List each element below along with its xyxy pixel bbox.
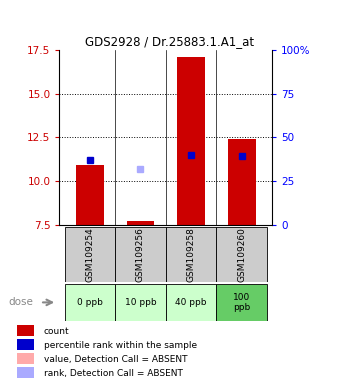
Text: count: count	[44, 327, 69, 336]
Text: 100
ppb: 100 ppb	[233, 293, 250, 312]
Text: 0 ppb: 0 ppb	[77, 298, 103, 307]
Bar	[65, 227, 115, 282]
Text: rank, Detection Call = ABSENT: rank, Detection Call = ABSENT	[44, 369, 183, 378]
Bar	[166, 284, 216, 321]
Text: 40 ppb: 40 ppb	[175, 298, 207, 307]
Bar	[65, 284, 115, 321]
Bar	[17, 367, 34, 378]
Bar	[76, 165, 104, 225]
Bar	[17, 353, 34, 364]
Bar	[126, 221, 154, 225]
Bar	[166, 227, 216, 282]
Bar	[115, 227, 166, 282]
Bar	[216, 227, 267, 282]
Bar	[216, 284, 267, 321]
Text: value, Detection Call = ABSENT: value, Detection Call = ABSENT	[44, 355, 187, 364]
Text: 10 ppb: 10 ppb	[125, 298, 156, 307]
Text: GSM109258: GSM109258	[187, 227, 196, 282]
Text: GSM109256: GSM109256	[136, 227, 145, 282]
Bar	[228, 139, 256, 225]
Bar	[115, 284, 166, 321]
Text: dose: dose	[8, 297, 33, 308]
Bar	[177, 57, 205, 225]
Bar	[17, 325, 34, 336]
Bar	[17, 339, 34, 350]
Text: GSM109254: GSM109254	[85, 227, 95, 282]
Text: GSM109260: GSM109260	[237, 227, 246, 282]
Text: percentile rank within the sample: percentile rank within the sample	[44, 341, 197, 350]
Text: GDS2928 / Dr.25883.1.A1_at: GDS2928 / Dr.25883.1.A1_at	[85, 35, 255, 48]
